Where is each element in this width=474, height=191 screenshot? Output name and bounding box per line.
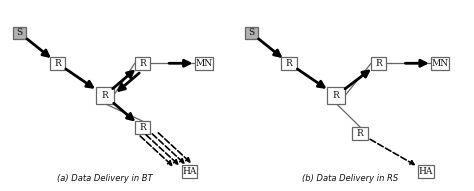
- Text: R: R: [101, 91, 108, 100]
- Text: MN: MN: [432, 59, 449, 68]
- Text: S: S: [248, 28, 254, 37]
- FancyBboxPatch shape: [371, 57, 386, 70]
- FancyBboxPatch shape: [352, 127, 367, 140]
- FancyBboxPatch shape: [135, 121, 150, 134]
- FancyBboxPatch shape: [182, 165, 197, 178]
- Text: R: R: [54, 59, 61, 68]
- FancyBboxPatch shape: [96, 87, 114, 104]
- FancyBboxPatch shape: [13, 27, 26, 39]
- FancyBboxPatch shape: [431, 57, 449, 70]
- FancyBboxPatch shape: [328, 87, 345, 104]
- FancyBboxPatch shape: [195, 57, 213, 70]
- FancyBboxPatch shape: [419, 165, 434, 178]
- FancyBboxPatch shape: [50, 57, 65, 70]
- Text: S: S: [17, 28, 23, 37]
- Text: R: R: [356, 129, 363, 138]
- FancyBboxPatch shape: [281, 57, 297, 70]
- Text: R: R: [139, 123, 146, 132]
- Text: HA: HA: [419, 167, 433, 176]
- Text: R: R: [286, 59, 292, 68]
- Text: MN: MN: [195, 59, 212, 68]
- Text: (b) Data Delivery in RS: (b) Data Delivery in RS: [302, 174, 399, 183]
- Text: R: R: [375, 59, 382, 68]
- Text: R: R: [139, 59, 146, 68]
- Text: HA: HA: [182, 167, 197, 176]
- FancyBboxPatch shape: [135, 57, 150, 70]
- Text: R: R: [333, 91, 340, 100]
- FancyBboxPatch shape: [245, 27, 258, 39]
- Text: (a) Data Delivery in BT: (a) Data Delivery in BT: [57, 174, 153, 183]
